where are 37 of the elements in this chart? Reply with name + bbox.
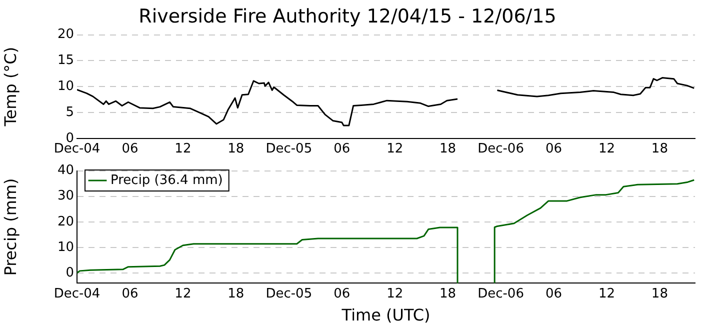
x-tick-label: 18 bbox=[440, 286, 456, 302]
x-tick-label: 06 bbox=[545, 142, 562, 157]
x-tick-label: 12 bbox=[598, 142, 615, 157]
x-tick-label: Dec-05 bbox=[266, 286, 312, 302]
x-tick-label: 06 bbox=[122, 286, 138, 302]
x-tick-label: 12 bbox=[174, 286, 192, 302]
y-tick-label: 10 bbox=[57, 240, 74, 255]
x-tick-label: 12 bbox=[598, 286, 615, 302]
y-axis-title: Precip (mm) bbox=[0, 178, 20, 276]
x-tick-label: Dec-06 bbox=[478, 142, 524, 157]
legend-label: Precip (36.4 mm) bbox=[110, 172, 223, 188]
x-tick-label: 18 bbox=[228, 142, 244, 157]
y-tick-label: 15 bbox=[57, 53, 74, 68]
x-tick-label: Dec-04 bbox=[54, 286, 100, 302]
x-tick-label: 06 bbox=[334, 286, 350, 302]
x-tick-label: 12 bbox=[386, 286, 404, 302]
x-tick-label: 18 bbox=[228, 286, 244, 302]
x-tick-label: 06 bbox=[122, 142, 138, 157]
y-tick-label: 10 bbox=[57, 78, 74, 94]
y-tick-label: 40 bbox=[57, 163, 74, 178]
y-tick-label: 5 bbox=[66, 104, 74, 120]
x-tick-label: 18 bbox=[651, 286, 668, 302]
x-axis-title: Time (UTC) bbox=[340, 306, 430, 325]
x-tick-label: Dec-06 bbox=[478, 286, 524, 302]
x-tick-label: 18 bbox=[440, 142, 456, 157]
y-tick-label: 20 bbox=[57, 27, 74, 42]
y-tick-label: 0 bbox=[66, 265, 74, 280]
x-tick-label: 18 bbox=[651, 142, 668, 157]
chart-title: Riverside Fire Authority 12/04/15 - 12/06/15 bbox=[138, 5, 556, 28]
x-tick-label: 06 bbox=[545, 286, 562, 302]
x-tick-label: 12 bbox=[174, 142, 192, 157]
x-tick-label: 06 bbox=[334, 142, 350, 157]
x-tick-label: 12 bbox=[386, 142, 404, 157]
y-axis-title: Temp (°C) bbox=[0, 46, 20, 128]
y-tick-label: 30 bbox=[57, 188, 74, 204]
y-tick-label: 20 bbox=[57, 214, 74, 230]
x-tick-label: Dec-05 bbox=[266, 142, 312, 157]
